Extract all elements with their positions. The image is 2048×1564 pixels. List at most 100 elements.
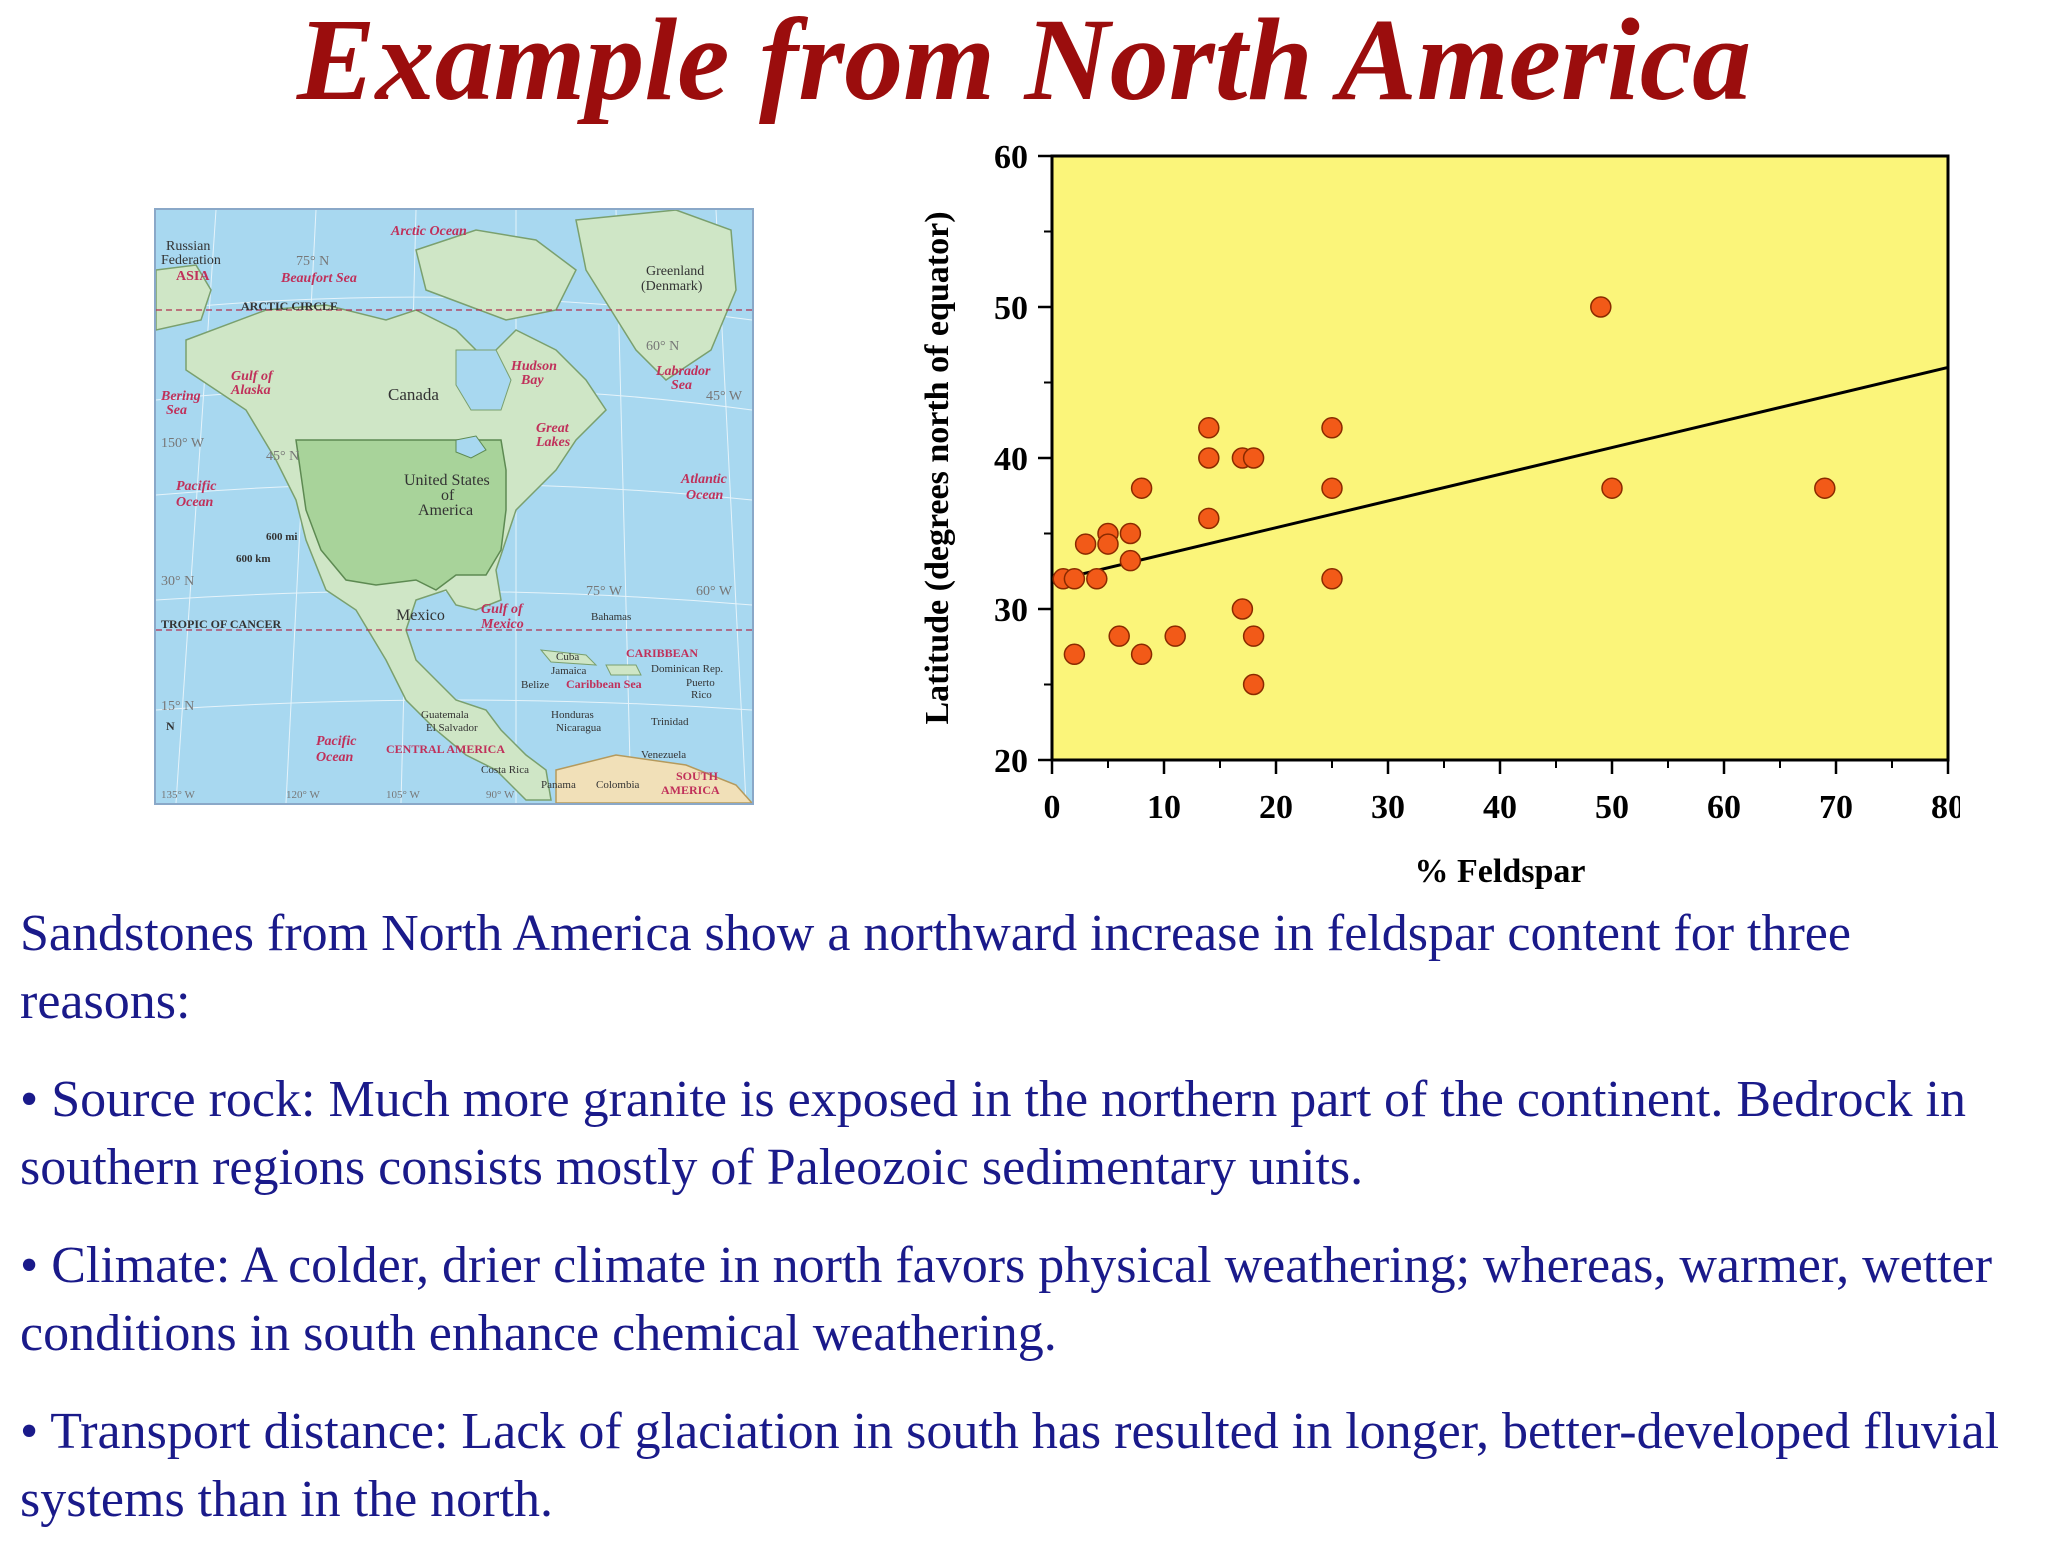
label-puerto-1: Puerto bbox=[686, 677, 715, 689]
y-tick-label: 20 bbox=[994, 743, 1028, 780]
label-lon45: 45° W bbox=[706, 389, 743, 404]
bullet-source-rock: • Source rock: Much more granite is expo… bbox=[20, 1071, 1966, 1196]
great-lakes-shape bbox=[455, 435, 487, 459]
south-america-shape bbox=[555, 754, 754, 804]
label-honduras: Honduras bbox=[551, 709, 594, 721]
label-us-2: of bbox=[441, 487, 455, 504]
label-south-1: SOUTH bbox=[676, 769, 719, 783]
data-point bbox=[1198, 507, 1220, 530]
label-russian: Russian bbox=[166, 239, 210, 254]
label-lat30: 30° N bbox=[161, 574, 194, 589]
chart-svg: 0 10 20 30 40 50 60 70 80 20 30 40 50 60 % Feldspar L… bbox=[919, 139, 1960, 890]
y-tick-label: 60 bbox=[994, 139, 1028, 176]
arctic-islands-shape bbox=[415, 229, 577, 321]
label-gulf-alaska-1: Gulf of bbox=[231, 369, 274, 384]
data-point bbox=[1590, 296, 1612, 318]
data-point bbox=[1074, 533, 1097, 555]
label-pacific-1: Pacific bbox=[176, 479, 217, 494]
y-tick-label: 40 bbox=[994, 441, 1028, 478]
body-text: Sandstones from North America show a nor… bbox=[20, 900, 2030, 1564]
label-gulf-alaska-2: Alaska bbox=[230, 383, 271, 398]
label-pacific-south-1: Pacific bbox=[316, 734, 357, 749]
bullet-transport: • Transport distance: Lack of glaciation… bbox=[20, 1403, 2000, 1528]
label-lat60: 60° N bbox=[646, 339, 679, 354]
intro-paragraph: Sandstones from North America show a nor… bbox=[20, 905, 1851, 1030]
label-trinidad: Trinidad bbox=[651, 716, 689, 728]
label-atlantic-2: Ocean bbox=[686, 488, 724, 503]
x-tick-label: 60 bbox=[1707, 789, 1741, 826]
data-point bbox=[1321, 477, 1343, 499]
x-tick-label: 10 bbox=[1147, 789, 1181, 826]
label-mexico: Mexico bbox=[396, 607, 445, 624]
label-caribbean-sea: Caribbean Sea bbox=[566, 677, 642, 691]
data-points bbox=[1052, 296, 1836, 696]
data-point bbox=[1321, 568, 1343, 590]
label-nicaragua: Nicaragua bbox=[556, 722, 601, 734]
x-axis-label: % Feldspar bbox=[1415, 853, 1586, 890]
label-great-1: Great bbox=[536, 421, 570, 436]
data-point bbox=[1063, 568, 1086, 590]
united-states-shape bbox=[295, 439, 507, 591]
data-point bbox=[1814, 477, 1836, 499]
label-bering-2: Sea bbox=[166, 403, 187, 418]
label-caribbean: CARIBBEAN bbox=[626, 646, 698, 660]
label-hudson-2: Bay bbox=[520, 373, 544, 388]
axes: 0 10 20 30 40 50 60 70 80 20 30 40 50 60 bbox=[994, 139, 1960, 826]
data-point bbox=[1119, 522, 1142, 545]
label-labrador-1: Labrador bbox=[655, 364, 711, 379]
label-venezuela: Venezuela bbox=[641, 749, 686, 761]
data-point bbox=[1108, 625, 1130, 647]
slide-title: Example from North America bbox=[296, 0, 1752, 125]
plot-background bbox=[1050, 154, 1950, 762]
label-km: 600 km bbox=[236, 553, 271, 565]
label-puerto-2: Rico bbox=[691, 689, 712, 701]
label-lat75: 75° N bbox=[296, 254, 329, 269]
asia-shape bbox=[155, 264, 212, 331]
label-us-3: America bbox=[418, 502, 473, 519]
label-pacific-south-2: Ocean bbox=[316, 750, 354, 765]
x-tick-label: 80 bbox=[1931, 789, 1960, 826]
data-point bbox=[1164, 625, 1186, 647]
label-federation: Federation bbox=[161, 253, 221, 268]
data-point bbox=[1097, 533, 1119, 555]
data-point bbox=[1321, 417, 1343, 439]
label-lon90: 90° W bbox=[486, 789, 515, 801]
north-america-map: Arctic Ocean Russian Federation ASIA 75°… bbox=[154, 208, 754, 805]
label-lat45: 45° N bbox=[266, 449, 299, 464]
label-greenland: Greenland bbox=[646, 264, 704, 279]
label-central-america: CENTRAL AMERICA bbox=[386, 742, 505, 756]
data-point bbox=[1198, 417, 1220, 439]
label-bering-1: Bering bbox=[160, 389, 201, 404]
x-tick-label: 0 bbox=[1044, 789, 1061, 826]
label-bahamas: Bahamas bbox=[591, 611, 631, 623]
label-denmark: (Denmark) bbox=[641, 279, 703, 294]
label-arctic-ocean: Arctic Ocean bbox=[390, 224, 467, 239]
label-belize: Belize bbox=[521, 679, 549, 691]
label-colombia: Colombia bbox=[596, 779, 640, 791]
label-gulf-mexico-2: Mexico bbox=[480, 617, 524, 632]
label-beaufort: Beaufort Sea bbox=[280, 271, 357, 286]
label-cuba: Cuba bbox=[556, 651, 579, 663]
label-south-2: AMERICA bbox=[661, 783, 720, 797]
label-pacific-2: Ocean bbox=[176, 495, 214, 510]
data-point bbox=[1242, 625, 1265, 647]
label-us-1: United States bbox=[404, 472, 490, 489]
label-arctic-circle: ARCTIC CIRCLE bbox=[241, 299, 338, 313]
x-tick-label: 40 bbox=[1483, 789, 1517, 826]
hispaniola-shape bbox=[605, 664, 642, 676]
label-el-salvador: El Salvador bbox=[426, 722, 478, 734]
data-point bbox=[1130, 477, 1153, 499]
y-tick-label: 50 bbox=[994, 290, 1028, 327]
x-tick-label: 30 bbox=[1371, 789, 1405, 826]
data-point bbox=[1231, 598, 1254, 620]
label-lon135: 135° W bbox=[161, 789, 195, 801]
data-point bbox=[1601, 477, 1623, 499]
data-point bbox=[1086, 568, 1108, 590]
bullet-climate: • Climate: A colder, drier climate in no… bbox=[20, 1237, 1993, 1362]
label-atlantic-1: Atlantic bbox=[680, 472, 728, 487]
label-lon105: 105° W bbox=[386, 789, 420, 801]
x-tick-label: 50 bbox=[1595, 789, 1629, 826]
label-lon75: 75° W bbox=[586, 584, 623, 599]
label-hudson-1: Hudson bbox=[510, 359, 557, 374]
x-tick-label: 70 bbox=[1819, 789, 1853, 826]
